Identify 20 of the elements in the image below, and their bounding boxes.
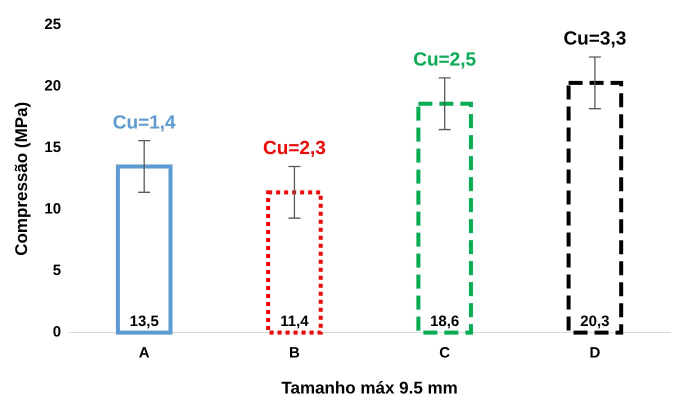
x-tick-label: C (439, 344, 450, 362)
annotation: Cu=2,3 (263, 138, 326, 160)
annotation: Cu=3,3 (563, 28, 626, 50)
y-tick-label: 0 (52, 324, 62, 341)
data-label: 18,6 (430, 313, 460, 330)
y-axis-title: Compressão (MPa) (12, 102, 31, 256)
data-label: 11,4 (280, 313, 310, 330)
y-tick-label: 15 (44, 139, 62, 156)
data-label: 20,3 (580, 313, 610, 330)
y-tick-label: 25 (44, 16, 62, 34)
annotation: Cu=1,4 (112, 112, 176, 134)
x-tick-label: D (589, 344, 600, 362)
x-tick-label: A (138, 344, 150, 362)
y-tick-label: 5 (52, 262, 62, 280)
annotation: Cu=2,5 (413, 50, 477, 71)
x-axis-title: Tamanho máx 9.5 mm (281, 378, 458, 398)
x-tick-label: B (289, 344, 300, 362)
y-tick-label: 20 (44, 78, 62, 95)
y-tick-label: 10 (44, 200, 62, 218)
data-label: 13,5 (130, 313, 159, 330)
